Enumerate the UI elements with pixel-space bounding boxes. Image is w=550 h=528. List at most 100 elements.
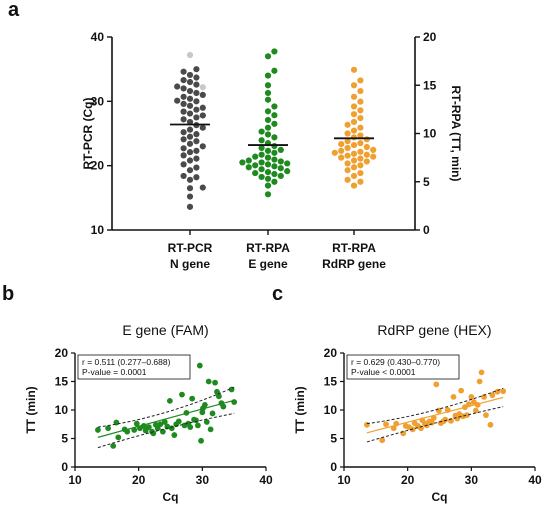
b-point [171,432,178,438]
panel-a-point [350,134,358,141]
panel-b-stat-pvalue: P-value = 0.0001 [82,367,147,377]
panel-a-point [180,129,187,136]
panel-a-point [344,138,351,145]
panel-a-point [344,160,351,167]
c-point [450,393,457,400]
b-x-tick-label: 10 [68,473,82,487]
c-ci-upper [366,387,504,425]
panel-a-point [245,157,252,164]
panel-a-category-label-line1: RT-PCR [168,241,213,255]
panel-a-point [252,169,259,177]
panel-a-point [174,83,181,90]
panel-a-point [350,93,358,100]
b-point [215,393,222,400]
panel-a-point [264,169,272,176]
panel-a-point [258,151,265,158]
panel-a-category-label-line2: E gene [248,257,288,271]
b-point [189,395,196,402]
b-regression-line [97,399,235,438]
panel-a-right-tick-label: 0 [423,223,430,237]
panel-a-point [186,185,194,192]
b-point [157,421,164,428]
panel-a-point [199,124,206,131]
panel-a-point [264,96,272,103]
panel-a-point [199,84,206,91]
panel-a-point [193,174,200,181]
panel-a-point [271,170,278,178]
b-ci-upper [97,386,235,428]
c-point [468,393,475,400]
panel-a-point [264,53,272,60]
c-x-tick-label: 40 [528,473,542,487]
panel-a-point [258,137,265,144]
panel-a-point [180,85,187,92]
c-point [478,369,485,376]
panel-a-point [264,154,272,161]
b-point [105,425,112,432]
panel-a-point [357,162,364,169]
panel-a-category-label-line2: N gene [170,257,210,271]
panel-b-y-axis-title: TT (min) [24,386,38,433]
b-point [205,378,212,385]
panel-a-point [277,146,284,154]
panel-a-point [284,160,291,167]
panel-a-point [186,51,194,59]
b-point [209,410,216,417]
panel-a-point [193,147,200,154]
panel-a-point [357,169,364,177]
panel-a-point [186,95,194,102]
b-point [110,443,117,449]
b-point [133,420,140,427]
panel-a-point [363,136,370,143]
panel-c-y-axis-title: TT (min) [293,386,307,433]
panel-a-point [271,163,278,170]
panel-a-point [258,144,265,152]
b-point [212,379,218,386]
panel-a-point [284,168,291,175]
panel-a-point [193,138,200,145]
panel-a-point [357,140,364,147]
panel-a-left-axis-title: RT-PCR (Cq) [81,98,95,170]
panel-a-point [258,166,265,173]
panel-a-right-tick-label: 5 [423,175,430,189]
panel-a-point [258,173,265,181]
panel-a-point [357,114,364,122]
panel-a-point [186,71,194,79]
panel-a-point [252,162,259,169]
panel-a-point [357,178,364,185]
b-y-tick-label: 0 [61,460,68,474]
panel-a-right-tick-label: 20 [423,30,437,44]
c-point [379,437,386,444]
panel-a-point [271,134,278,141]
panel-a-point [363,143,370,151]
panel-a-point [350,157,358,164]
panel-a-point [264,89,272,97]
panel-a-point [258,128,265,135]
c-y-tick-label: 5 [330,432,337,446]
panel-c-stat-box [346,354,460,380]
c-point [418,425,424,432]
panel-a-point [186,118,194,126]
panel-a-point [252,153,259,160]
panel-letter-c: c [272,283,283,305]
c-point [483,412,489,419]
panel-a-point [357,87,364,95]
panel-b-stat-box [77,354,191,380]
b-point [193,417,199,424]
panel-a-point [277,172,284,180]
panel-a-point [193,98,200,105]
panel-a-point [350,118,358,126]
panel-a-point [264,116,272,124]
panel-a-point [338,147,345,154]
panel-a-point [186,133,194,140]
c-point [458,387,465,394]
b-point [196,362,203,369]
c-point [364,421,370,428]
panel-a-point [186,126,194,133]
panel-a-point [350,111,358,118]
panel-letter-a: a [8,0,20,21]
panel-a-point [357,132,364,139]
panel-a-left-tick-label: 30 [91,94,105,108]
panel-a-point [186,176,194,183]
panel-a-point [186,140,194,147]
